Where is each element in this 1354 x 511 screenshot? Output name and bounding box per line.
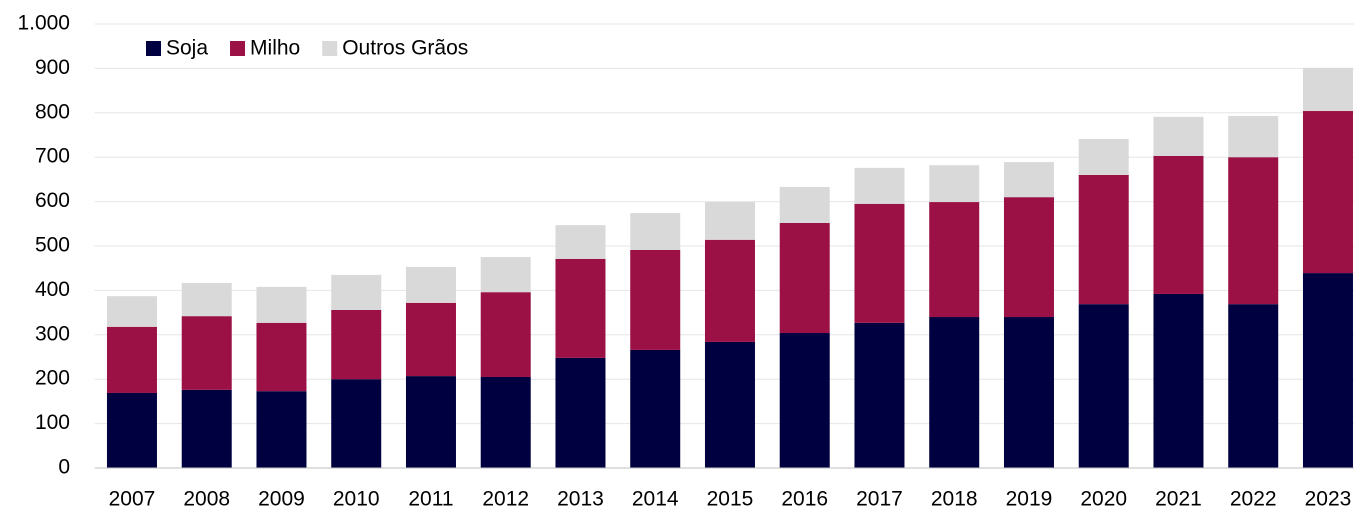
bar-segment [630,349,681,468]
x-tick-label: 2011 [408,488,453,511]
bar-segment [555,225,606,259]
bar-segment [256,322,307,392]
bar-segment [405,302,456,377]
bar-segment [630,249,681,350]
y-tick-label: 400 [35,278,70,301]
y-tick-label: 0 [58,456,70,479]
bar-segment [929,317,980,468]
bar-segment [256,391,307,468]
x-tick-label: 2015 [707,488,754,511]
y-tick-label: 200 [35,367,70,390]
x-tick-label: 2017 [856,488,903,511]
x-tick-label: 2016 [781,488,828,511]
x-tick-label: 2019 [1006,488,1053,511]
bar-segment [480,257,531,293]
legend-label: Soja [166,37,208,60]
bar-segment [405,266,456,303]
bar-segment [106,392,157,468]
bar-segment [1078,174,1129,305]
bar-segment [1078,138,1129,175]
bar-segment [555,258,606,358]
bar-segment [181,316,232,390]
bar-segment [1302,273,1353,468]
x-tick-label: 2021 [1155,488,1202,511]
bar-segment [1153,155,1204,294]
bar-segment [1003,162,1054,198]
y-tick-label: 100 [35,411,70,434]
bar-segment [256,286,307,323]
x-tick-label: 2022 [1230,488,1277,511]
bar-segment [331,274,382,310]
y-tick-label: 600 [35,189,70,212]
bar-segment [1153,116,1204,156]
legend-swatch [230,41,246,56]
bar-segment [929,202,980,318]
bar-segment [181,389,232,468]
bar-segment [854,322,905,468]
bar-segment [704,341,755,468]
bar-segment [106,326,157,393]
y-tick-label: 800 [35,100,70,123]
bar-segment [405,376,456,468]
bar-segment [331,309,382,380]
x-tick-label: 2009 [258,488,305,511]
legend-label: Milho [250,37,300,60]
bar-segment [555,357,606,468]
x-tick-label: 2007 [109,488,156,511]
bar-segment [331,379,382,468]
y-tick-label: 1.000 [17,12,70,35]
bar-segment [779,333,830,468]
bar-segment [1302,111,1353,274]
bar-segment [1078,304,1129,468]
bar-segment [704,202,755,240]
bar-segment [854,203,905,323]
x-tick-label: 2014 [632,488,679,511]
bar-segment [1228,304,1279,468]
x-tick-label: 2020 [1080,488,1127,511]
bar-segment [630,213,681,250]
bar-segment [1153,293,1204,468]
x-tick-label: 2010 [333,488,380,511]
x-tick-label: 2023 [1305,488,1352,511]
y-tick-label: 900 [35,56,70,79]
x-tick-label: 2008 [183,488,230,511]
legend-swatch [322,41,338,56]
bar-segment [480,292,531,377]
bar-segment [704,239,755,342]
bar-segment [1003,197,1054,318]
bar-segment [854,167,905,204]
y-tick-label: 300 [35,322,70,345]
y-tick-label: 700 [35,145,70,168]
bar-segment [1228,157,1279,305]
bar-segment [1302,67,1353,112]
bar-segment [106,296,157,327]
bar-segment [929,165,980,203]
bar-segment [480,376,531,468]
y-tick-label: 500 [35,234,70,257]
bar-segment [1003,317,1054,468]
bar-segment [779,186,830,223]
legend-label: Outros Grãos [342,37,468,60]
bar-segment [181,282,232,317]
x-tick-label: 2018 [931,488,978,511]
bar-segment [779,222,830,334]
bar-segment [1228,115,1279,158]
x-tick-label: 2012 [482,488,529,511]
x-tick-label: 2013 [557,488,604,511]
legend-swatch [146,41,161,56]
